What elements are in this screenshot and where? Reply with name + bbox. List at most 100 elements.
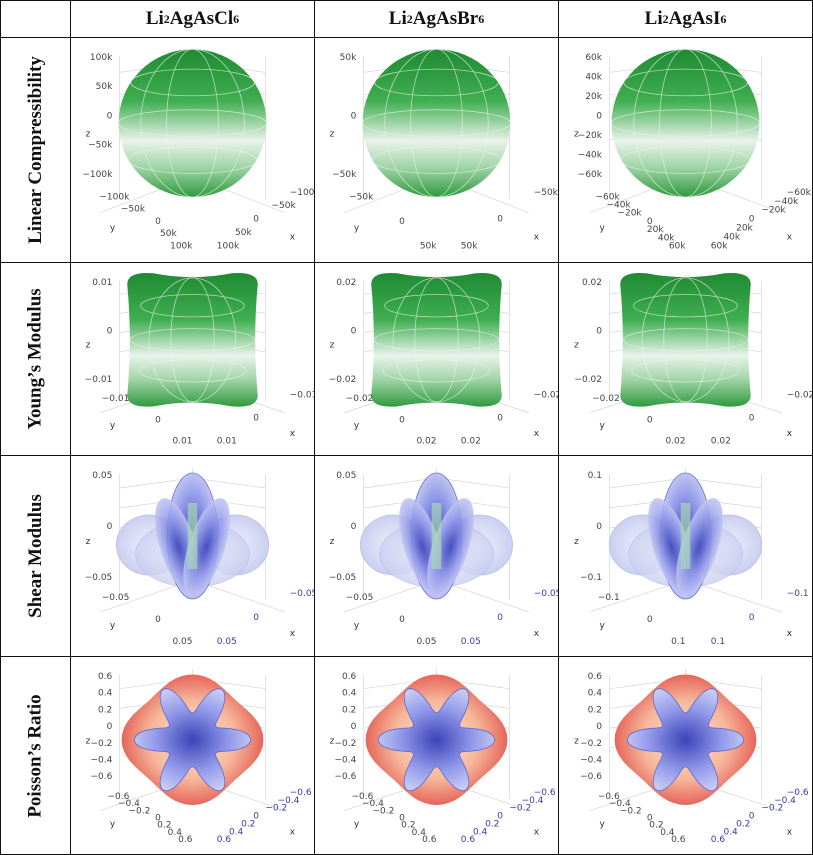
y-tick-label: 0.4 <box>660 828 675 838</box>
x-tick-label: −0.05 <box>534 589 558 599</box>
x-tick-label: −0.2 <box>265 804 287 814</box>
surface-plot-svg: 0.01 0 −0.01 z −0.01 0 0.01 y −0.01 0 0.01 x <box>85 272 314 446</box>
x-tick-label: 0 <box>749 413 755 423</box>
y-tick-label: 60k <box>669 242 686 252</box>
y-tick-label: 50k <box>420 242 437 252</box>
y-tick-label: 0 <box>647 217 653 227</box>
x-axis-label: x <box>787 233 793 243</box>
z-tick-label: 0.05 <box>92 471 112 481</box>
plot-ym-i: 0.02 0 −0.02 z −0.02 0 0.02 y −0.02 0 0.02 x <box>559 263 813 456</box>
y-axis-label: y <box>354 421 360 431</box>
y-tick-label: 0 <box>647 814 653 824</box>
x-tick-label: −0.05 <box>290 589 314 599</box>
y-tick-label: −60k <box>596 192 621 202</box>
y-tick-label: 0.05 <box>416 637 436 647</box>
x-axis-label: x <box>534 629 540 639</box>
y-axis-label: y <box>354 621 360 631</box>
z-tick-label: −0.6 <box>334 772 356 782</box>
plot-pr-i: 0.6 0.4 0.2 0 −0.2 −0.4 −0.6 z −0.6 −0.4 −0.2 0 0.2 0… <box>559 657 813 855</box>
x-tick-label: −0.4 <box>278 796 300 806</box>
z-tick-label: 0.02 <box>336 278 356 288</box>
x-tick-label: 0.01 <box>217 436 237 446</box>
y-tick-label: 20k <box>647 225 664 235</box>
y-tick-label: −0.2 <box>373 806 395 816</box>
z-tick-label: 100k <box>90 53 113 63</box>
column-header-i: Li 2 AgAsI 6 <box>559 0 813 38</box>
y-tick-label: −0.4 <box>362 799 384 809</box>
x-axis-label: x <box>534 827 540 837</box>
z-axis-label: z <box>86 737 91 747</box>
y-tick-label: 0 <box>647 415 653 425</box>
x-tick-label: 0.2 <box>241 819 255 829</box>
shear-inner-lobe <box>183 498 230 596</box>
y-tick-label: −0.05 <box>102 593 130 603</box>
y-axis-label: y <box>110 621 116 631</box>
x-tick-label: 0.02 <box>711 436 731 446</box>
y-tick-label: −0.1 <box>598 593 620 603</box>
y-tick-label: 0.01 <box>172 436 192 446</box>
z-axis-label: z <box>574 340 579 350</box>
x-tick-label: 20k <box>736 224 753 234</box>
y-tick-label: 0 <box>399 217 405 227</box>
z-tick-label: −50k <box>88 141 113 151</box>
y-tick-label: −0.2 <box>129 806 151 816</box>
z-axis-label: z <box>86 130 91 140</box>
x-tick-label: −50k <box>271 201 296 211</box>
surface-plot-svg: 0.60.40.20−0.2−0.4−0.6z−0.6−0.4−0.200.20… <box>86 669 312 845</box>
x-tick-label: 0 <box>749 812 755 822</box>
x-tick-label: 0 <box>253 215 259 225</box>
x-tick-label: 0 <box>749 613 755 623</box>
z-tick-label: −0.2 <box>334 739 356 749</box>
x-axis-label: x <box>290 233 296 243</box>
y-tick-label: −0.02 <box>592 394 620 404</box>
surface-mesh <box>130 277 255 403</box>
y-tick-label: −0.4 <box>609 799 631 809</box>
z-axis-label: z <box>330 737 335 747</box>
z-tick-label: −100k <box>82 170 113 180</box>
z-tick-label: −0.1 <box>580 573 602 583</box>
x-tick-label: −0.1 <box>787 589 809 599</box>
z-tick-label: 0 <box>351 522 357 532</box>
z-tick-label: 0 <box>107 111 113 121</box>
shear-inner-lobe <box>427 498 474 596</box>
poisson-min-surface <box>377 688 496 792</box>
z-tick-label: 0 <box>351 111 357 121</box>
z-tick-label: 0.6 <box>588 672 603 682</box>
y-tick-label: −0.6 <box>351 792 373 802</box>
z-axis-label: z <box>86 537 91 547</box>
x-tick-label: 0.2 <box>485 819 499 829</box>
y-tick-label: −0.4 <box>118 799 140 809</box>
z-tick-label: −50k <box>332 170 357 180</box>
surface-mesh <box>374 277 499 403</box>
z-tick-label: 0 <box>351 722 357 732</box>
z-tick-label: 50k <box>96 82 113 92</box>
compressibility-surface <box>611 49 760 198</box>
x-tick-label: −0.02 <box>787 390 812 400</box>
x-tick-label: 0 <box>497 812 503 822</box>
plot-lc-i: 60k 40k 20k 0 −20k −40k −60k z −60k −40k −20k 0 20k 4… <box>559 38 813 263</box>
y-tick-label: −0.6 <box>107 792 129 802</box>
row-label-poissons-ratio: Poisson’s Ratio <box>0 657 71 855</box>
x-tick-label: −100k <box>290 188 314 198</box>
shear-core <box>680 503 691 569</box>
z-tick-label: 0 <box>107 522 113 532</box>
y-tick-label: −40k <box>606 200 631 210</box>
compressibility-surface <box>118 49 267 198</box>
z-tick-label: 0.6 <box>98 672 113 682</box>
y-tick-label: 0.4 <box>412 828 427 838</box>
x-tick-label: 100k <box>217 242 240 252</box>
y-tick-label: 0.6 <box>422 835 437 845</box>
corner-cell <box>0 0 71 38</box>
z-tick-label: −40k <box>578 150 603 160</box>
plot-lc-cl: 100k 50k 0 −50k −100k z −100k −50k 0 50k 100k y −100… <box>71 38 315 263</box>
y-tick-label: 50k <box>160 229 177 239</box>
y-tick-label: −50k <box>121 205 146 215</box>
y-axis-label: y <box>599 224 605 234</box>
plot-ym-br: 0.02 0 −0.02 z −0.02 0 0.02 y −0.02 0 0.02 x <box>315 263 559 456</box>
y-tick-label: 0.05 <box>172 637 192 647</box>
y-tick-label: 0.2 <box>157 821 171 831</box>
z-tick-label: 20k <box>585 92 602 102</box>
y-tick-label: 0 <box>647 615 653 625</box>
plot-sm-br: 0.05 0 −0.05 z −0.05 0 0.05 y −0.05 0 0.05 x <box>315 456 559 657</box>
